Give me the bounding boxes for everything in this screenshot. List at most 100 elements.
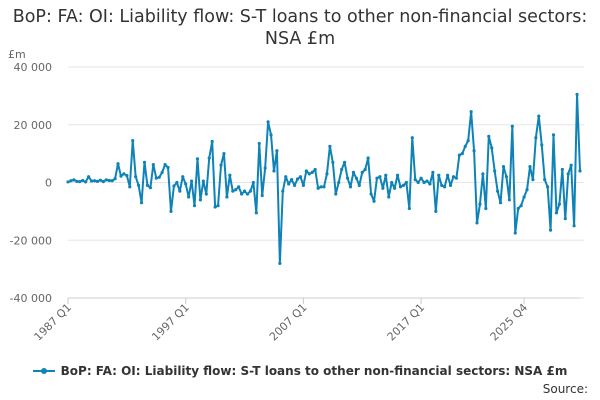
data-point[interactable] <box>343 160 347 164</box>
data-point[interactable] <box>189 179 194 183</box>
data-point[interactable] <box>472 149 476 153</box>
data-point[interactable] <box>469 110 473 114</box>
data-point[interactable] <box>78 180 82 184</box>
data-point[interactable] <box>222 152 226 156</box>
data-point[interactable] <box>181 175 185 179</box>
data-point[interactable] <box>257 141 261 146</box>
data-point[interactable] <box>263 166 267 170</box>
data-point[interactable] <box>493 169 497 173</box>
data-point[interactable] <box>284 175 288 179</box>
data-point[interactable] <box>475 221 479 225</box>
data-point[interactable] <box>157 175 161 179</box>
data-point[interactable] <box>213 205 217 209</box>
data-point[interactable] <box>366 156 370 160</box>
data-point[interactable] <box>401 183 406 187</box>
data-point[interactable] <box>372 199 376 203</box>
data-point[interactable] <box>184 182 188 186</box>
data-point[interactable] <box>89 179 94 183</box>
data-point[interactable] <box>325 172 329 176</box>
data-point[interactable] <box>413 178 417 182</box>
data-point[interactable] <box>234 188 238 192</box>
data-point[interactable] <box>431 170 435 174</box>
data-point[interactable] <box>319 185 323 189</box>
data-point[interactable] <box>72 178 76 182</box>
data-point[interactable] <box>84 180 88 184</box>
data-point[interactable] <box>369 192 373 196</box>
data-point[interactable] <box>575 92 579 97</box>
data-point[interactable] <box>107 178 111 183</box>
data-point[interactable] <box>172 184 176 188</box>
data-point[interactable] <box>440 183 444 187</box>
data-point[interactable] <box>457 153 461 157</box>
data-point[interactable] <box>451 175 456 179</box>
data-point[interactable] <box>313 167 317 172</box>
data-point[interactable] <box>510 124 514 128</box>
data-point[interactable] <box>537 114 541 118</box>
data-point[interactable] <box>496 189 500 193</box>
data-point[interactable] <box>357 183 361 187</box>
data-point[interactable] <box>154 176 158 180</box>
data-point[interactable] <box>460 152 464 156</box>
data-point[interactable] <box>151 163 155 167</box>
data-point[interactable] <box>354 176 358 180</box>
data-point[interactable] <box>175 180 179 185</box>
data-point[interactable] <box>192 204 197 208</box>
data-point[interactable] <box>307 172 311 176</box>
data-point[interactable] <box>560 167 564 172</box>
data-point[interactable] <box>546 185 550 189</box>
data-point[interactable] <box>543 178 547 182</box>
data-point[interactable] <box>390 180 394 185</box>
data-point[interactable] <box>398 185 403 189</box>
data-point[interactable] <box>163 163 167 167</box>
data-point[interactable] <box>310 170 314 174</box>
data-point[interactable] <box>301 183 305 187</box>
data-point[interactable] <box>445 173 450 177</box>
data-point[interactable] <box>419 176 423 180</box>
data-point[interactable] <box>434 209 438 213</box>
data-point[interactable] <box>572 224 576 228</box>
data-point[interactable] <box>75 179 79 183</box>
data-point[interactable] <box>269 133 273 137</box>
data-point[interactable] <box>519 204 523 208</box>
data-point[interactable] <box>360 170 364 174</box>
data-point[interactable] <box>207 156 211 160</box>
data-point[interactable] <box>95 179 100 183</box>
data-point[interactable] <box>104 178 108 182</box>
data-point[interactable] <box>225 195 229 199</box>
data-point[interactable] <box>522 195 526 199</box>
data-point[interactable] <box>134 175 138 179</box>
data-point[interactable] <box>337 180 341 185</box>
data-point[interactable] <box>381 186 385 190</box>
data-point[interactable] <box>187 195 191 199</box>
data-point[interactable] <box>266 120 270 124</box>
data-point[interactable] <box>498 201 503 205</box>
data-point[interactable] <box>201 179 205 183</box>
data-point[interactable] <box>260 193 264 198</box>
data-point[interactable] <box>237 185 241 189</box>
data-point[interactable] <box>148 186 152 190</box>
data-point[interactable] <box>298 175 303 179</box>
data-point[interactable] <box>254 211 258 215</box>
data-point[interactable] <box>69 179 73 183</box>
data-point[interactable] <box>278 261 282 265</box>
data-point[interactable] <box>340 167 344 172</box>
data-point[interactable] <box>463 144 467 149</box>
data-point[interactable] <box>395 173 400 177</box>
data-point[interactable] <box>578 169 582 173</box>
data-point[interactable] <box>448 183 453 187</box>
data-point[interactable] <box>425 179 429 183</box>
data-point[interactable] <box>501 165 506 169</box>
data-point[interactable] <box>137 183 141 187</box>
data-point[interactable] <box>81 178 85 183</box>
data-point[interactable] <box>551 133 556 137</box>
data-point[interactable] <box>348 185 353 189</box>
data-point[interactable] <box>87 175 91 179</box>
data-point[interactable] <box>528 165 532 169</box>
legend[interactable]: BoP: FA: OI: Liability flow: S-T loans t… <box>0 364 600 378</box>
data-point[interactable] <box>351 170 356 174</box>
data-point[interactable] <box>195 157 200 161</box>
data-point[interactable] <box>416 180 420 185</box>
data-point[interactable] <box>504 175 509 179</box>
data-point[interactable] <box>554 211 559 215</box>
data-point[interactable] <box>384 173 388 177</box>
